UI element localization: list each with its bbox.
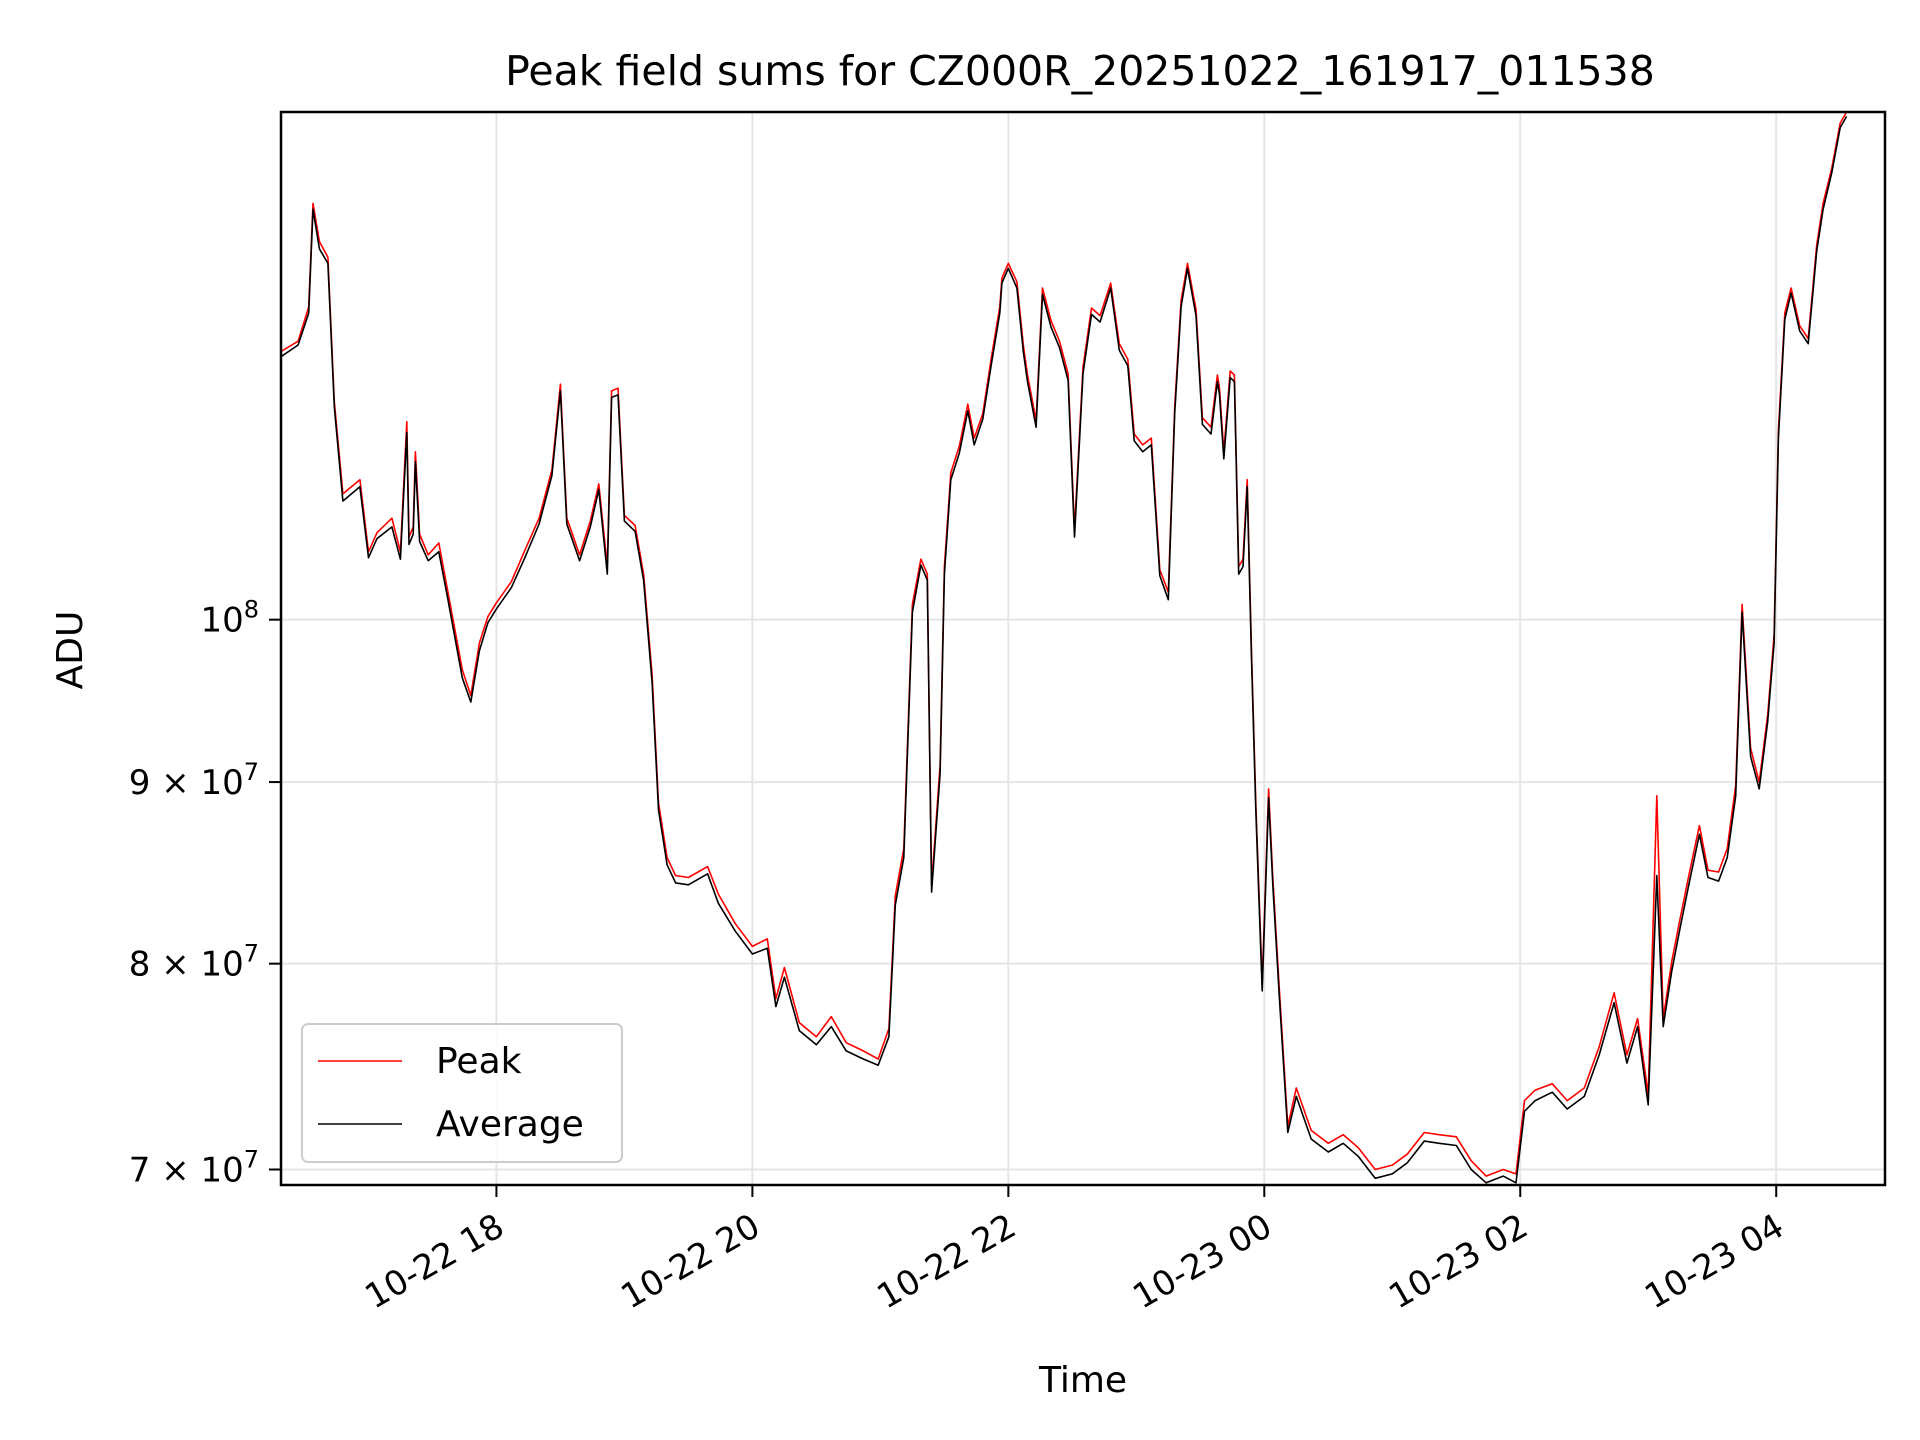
- legend-box: [301, 1023, 623, 1163]
- y-tick-label: 108: [200, 596, 259, 641]
- y-tick-exponent: 7: [244, 1146, 259, 1174]
- legend-label-peak: Peak: [436, 1041, 522, 1082]
- x-axis: 10-22 18 10-22 20 10-22 22 10-23 00 10-23 02…: [359, 1185, 1791, 1317]
- legend: Peak Average: [301, 1023, 623, 1163]
- y-tick-base: 9 × 10: [129, 763, 244, 803]
- y-tick-label: 8 × 107: [129, 940, 259, 985]
- y-tick-exponent: 8: [244, 596, 259, 624]
- series-line-peak: [280, 111, 1848, 1177]
- x-tick-label: 10-23 04: [1638, 1206, 1790, 1317]
- y-tick-base: 7 × 10: [129, 1151, 244, 1191]
- y-tick-label: 9 × 107: [129, 758, 259, 803]
- x-axis-label: Time: [1038, 1360, 1127, 1401]
- y-tick-exponent: 7: [244, 758, 259, 786]
- x-tick-label: 10-22 18: [359, 1206, 511, 1317]
- x-tick-label: 10-22 22: [870, 1206, 1022, 1317]
- y-axis-label: ADU: [50, 611, 91, 690]
- y-tick-exponent: 7: [244, 940, 259, 968]
- y-tick-base: 8 × 10: [129, 945, 244, 985]
- x-tick-label: 10-22 20: [614, 1206, 766, 1317]
- y-tick-label: 7 × 107: [129, 1146, 259, 1191]
- x-tick-label: 10-23 00: [1126, 1206, 1278, 1317]
- grid: [281, 112, 1885, 1185]
- series-layer: [280, 111, 1848, 1184]
- plot-frame: [279, 110, 1887, 1187]
- x-tick-label: 10-23 02: [1382, 1206, 1534, 1317]
- y-tick-base: 10: [200, 601, 243, 641]
- series-line-average: [280, 116, 1848, 1184]
- chart-title: Peak field sums for CZ000R_20251022_1619…: [505, 47, 1655, 95]
- legend-label-average: Average: [436, 1104, 584, 1145]
